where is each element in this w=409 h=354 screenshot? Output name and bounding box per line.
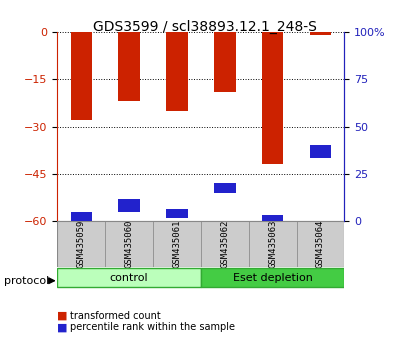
Text: protocol: protocol [4, 276, 49, 286]
Bar [309, 145, 330, 158]
Text: GSM435061: GSM435061 [172, 220, 181, 268]
Bar [213, 183, 235, 193]
Bar [153, 221, 200, 267]
Bar [261, 215, 283, 221]
Bar [105, 221, 153, 267]
Bar [57, 221, 105, 267]
Bar [70, 32, 92, 120]
Bar [248, 221, 296, 267]
Bar [213, 32, 235, 92]
Text: GSM435063: GSM435063 [267, 220, 276, 268]
Text: Eset depletion: Eset depletion [232, 273, 312, 283]
Text: GSM435059: GSM435059 [76, 220, 85, 268]
Bar [309, 32, 330, 35]
Text: GDS3599 / scl38893.12.1_248-S: GDS3599 / scl38893.12.1_248-S [93, 19, 316, 34]
Bar [166, 32, 187, 111]
Bar [296, 221, 344, 267]
Bar [57, 268, 200, 287]
Text: ■: ■ [57, 311, 68, 321]
Text: GSM435064: GSM435064 [315, 220, 324, 268]
Bar [70, 212, 92, 221]
Bar [118, 32, 139, 101]
Text: GSM435060: GSM435060 [124, 220, 133, 268]
Text: GSM435062: GSM435062 [220, 220, 229, 268]
Text: percentile rank within the sample: percentile rank within the sample [70, 322, 234, 332]
Bar [118, 199, 139, 212]
Text: transformed count: transformed count [70, 311, 160, 321]
Bar [200, 221, 248, 267]
Bar [200, 268, 344, 287]
Text: control: control [110, 273, 148, 283]
Text: ■: ■ [57, 322, 68, 332]
Bar [261, 32, 283, 164]
Bar [166, 209, 187, 218]
